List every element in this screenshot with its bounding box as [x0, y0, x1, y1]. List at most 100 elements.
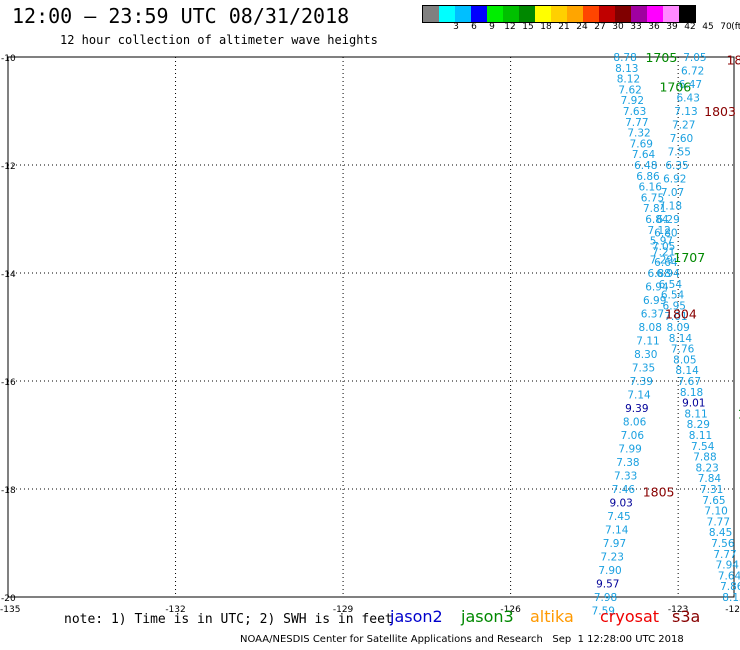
wave-height-label: 7.23 — [601, 552, 624, 564]
color-scale-swatch — [471, 6, 487, 22]
color-scale-swatch — [535, 6, 551, 22]
wave-height-label: 8.45 — [709, 527, 732, 539]
wave-height-label: 7.35 — [632, 363, 655, 375]
wave-height-label: 7.05 — [652, 241, 675, 253]
x-tick-label: -135 — [0, 605, 20, 615]
wave-height-label: 6.95 — [663, 300, 686, 312]
color-scale-label: 9 — [489, 22, 495, 32]
wave-height-label: 8.11 — [689, 430, 712, 442]
wave-height-label: 6.99 — [643, 295, 666, 307]
wave-height-label: 7.27 — [672, 120, 695, 132]
y-tick-label: -14 — [1, 270, 16, 280]
wave-height-label: 8.11 — [684, 408, 707, 420]
wave-height-label: 7.56 — [711, 538, 735, 550]
wave-height-label: 6.84 — [645, 214, 669, 226]
wave-height-label: 6.37 — [641, 309, 664, 321]
wave-height-label: 7.38 — [616, 457, 639, 469]
wave-height-label: 6.54 — [661, 290, 685, 302]
wave-height-label: 9.57 — [596, 579, 619, 591]
wave-height-label: 7.33 — [614, 471, 637, 483]
wave-height-label: 7.77 — [625, 117, 648, 129]
color-scale-label: 42 — [684, 22, 696, 32]
wave-height-label: 7.01 — [664, 311, 687, 323]
wave-height-label: 7.14 — [605, 525, 629, 537]
x-tick-label: -129 — [333, 605, 354, 615]
color-scale-label: 3 — [453, 22, 459, 32]
color-scale-swatch — [551, 6, 567, 22]
wave-height-label: 8.09 — [666, 322, 689, 334]
wave-height-label: 7.12 — [647, 225, 670, 237]
wave-height-label: 7.97 — [603, 538, 626, 550]
wave-height-label: 7.64 — [632, 149, 656, 161]
color-scale-swatch — [583, 6, 599, 22]
time-label: 1707 — [673, 250, 705, 265]
color-scale-label: 30 — [612, 22, 624, 32]
color-scale-swatch — [455, 6, 471, 22]
y-tick-label: -16 — [1, 378, 16, 388]
color-scale-label: 6 — [471, 22, 477, 32]
footer-credit: NOAA/NESDIS Center for Satellite Applica… — [240, 634, 684, 645]
wave-height-label: 7.06 — [621, 430, 645, 442]
color-scale-swatch — [647, 6, 663, 22]
color-scale-swatch — [519, 6, 535, 22]
wave-height-label: 7.21 — [652, 246, 675, 258]
color-scale-label: 70 — [720, 22, 732, 32]
wave-height-label: 5.97 — [650, 236, 673, 248]
satellite-legend-jason3: jason3 — [461, 607, 514, 626]
wave-height-label: 7.45 — [607, 511, 630, 523]
color-scale-label: 33 — [630, 22, 642, 32]
wave-height-label: 7.81 — [643, 203, 666, 215]
y-tick-label: -10 — [1, 54, 16, 64]
color-scale-swatch — [615, 6, 631, 22]
wave-height-label: 8.06 — [623, 417, 647, 429]
wave-height-label: 8.14 — [669, 333, 693, 345]
satellite-legend-s3a: s3a — [672, 607, 701, 626]
color-scale-label: 39 — [666, 22, 678, 32]
wave-height-label: 7.32 — [627, 128, 650, 140]
wave-height-label: 6.94 — [645, 282, 669, 294]
time-label: 1802 — [726, 53, 740, 68]
wave-height-label: 7.98 — [594, 592, 617, 604]
wave-height-label: 7.69 — [630, 138, 653, 150]
wave-height-label: 6.72 — [681, 66, 704, 78]
wave-height-label: 6.92 — [663, 174, 686, 186]
chart-title: 12:00 — 23:59 UTC 08/31/2018 — [12, 4, 350, 28]
wave-height-label: 6.94 — [656, 268, 680, 280]
wave-height-label: 7.60 — [670, 133, 693, 145]
time-label: 1805 — [643, 485, 675, 500]
time-label: 1706 — [659, 80, 691, 95]
wave-height-label: 7.39 — [630, 376, 653, 388]
wave-height-label: 7.67 — [678, 376, 701, 388]
wave-height-label: 8.30 — [634, 349, 657, 361]
wave-height-label: 7.99 — [618, 444, 641, 456]
wave-height-label: 9.03 — [609, 498, 632, 510]
wave-height-label: 7.90 — [598, 565, 621, 577]
wave-height-label: 8.29 — [687, 419, 710, 431]
x-tick-label: -126 — [500, 605, 521, 615]
time-label: 1708 — [738, 406, 740, 421]
wave-height-label: 8.13 — [722, 592, 740, 604]
wave-height-label: 7.62 — [618, 84, 641, 96]
wave-height-label: 7.07 — [661, 187, 684, 199]
wave-height-label: 8.78 — [613, 52, 636, 64]
wave-height-label: 6.47 — [679, 79, 702, 91]
color-scale-swatch — [567, 6, 583, 22]
wave-height-label: 7.55 — [668, 147, 691, 159]
color-scale-swatch — [487, 6, 503, 22]
time-label: 1705 — [645, 50, 677, 65]
satellite-legend-cryosat: cryosat — [600, 607, 660, 626]
x-tick-label: -132 — [165, 605, 185, 615]
wave-height-label: 9.01 — [682, 398, 705, 410]
color-scale-label: 15 — [522, 22, 534, 32]
wave-height-label: 7.14 — [627, 390, 651, 402]
wave-height-label: 7.10 — [704, 506, 727, 518]
time-label: 1803 — [704, 104, 736, 119]
wave-height-label: 7.92 — [621, 95, 644, 107]
satellite-legend-altika: altika — [530, 607, 574, 626]
wave-height-label: 7.54 — [691, 441, 715, 453]
wave-height-label: 8.23 — [695, 462, 718, 474]
wave-height-label: 7.05 — [683, 52, 706, 64]
wave-height-label: 6.48 — [634, 160, 657, 172]
